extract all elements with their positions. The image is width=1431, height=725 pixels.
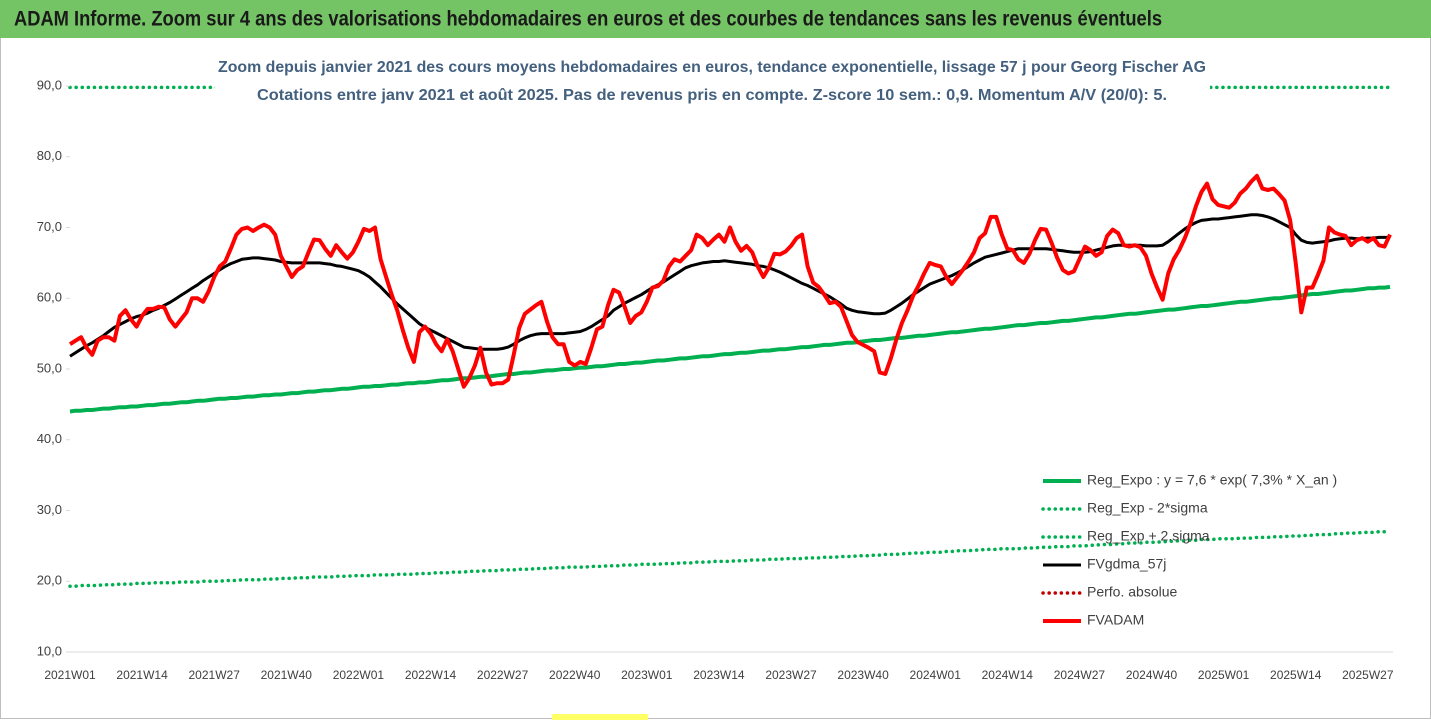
series-line <box>68 529 1392 588</box>
x-tick-label: 2024W27 <box>1054 668 1106 682</box>
legend-label: Perfo. absolue <box>1087 584 1177 600</box>
subtitle-box <box>215 52 1210 110</box>
legend-label: Reg_Exp + 2.sigma <box>1087 528 1210 544</box>
legend-label: FVgdma_57j <box>1087 556 1166 572</box>
legend-label: Reg_Expo : y = 7,6 * exp( 7,3% * X_an ) <box>1087 472 1337 488</box>
x-tick-label: 2022W14 <box>405 668 457 682</box>
x-tick-label: 2025W14 <box>1270 668 1322 682</box>
x-tick-label: 2023W14 <box>693 668 745 682</box>
chart-title: ADAM Informe. Zoom sur 4 ans des valoris… <box>14 8 1162 31</box>
series-line <box>69 213 1390 358</box>
x-tick-label: 2023W01 <box>621 668 673 682</box>
legend-label: Reg_Exp - 2*sigma <box>1087 500 1208 516</box>
y-tick-label: 80,0 <box>37 148 62 163</box>
x-tick-label: 2021W40 <box>261 668 313 682</box>
y-tick-label: 60,0 <box>37 290 62 305</box>
y-tick-label: 30,0 <box>37 502 62 517</box>
x-tick-label: 2022W01 <box>333 668 385 682</box>
x-tick-label: 2023W27 <box>765 668 817 682</box>
subtitle-line: Zoom depuis janvier 2021 des cours moyen… <box>218 59 1206 76</box>
y-tick-label: 40,0 <box>37 431 62 446</box>
x-tick-label: 2024W01 <box>910 668 962 682</box>
y-tick-label: 20,0 <box>37 573 62 588</box>
x-tick-label: 2024W14 <box>982 668 1034 682</box>
y-tick-label: 90,0 <box>37 77 62 92</box>
x-tick-label: 2025W01 <box>1198 668 1250 682</box>
x-tick-label: 2021W14 <box>116 668 168 682</box>
legend-label: FVADAM <box>1087 612 1144 628</box>
x-tick-label: 2021W27 <box>189 668 241 682</box>
y-tick-label: 10,0 <box>37 643 62 658</box>
x-tick-label: 2025W27 <box>1342 668 1394 682</box>
x-tick-label: 2022W27 <box>477 668 529 682</box>
x-tick-label: 2021W01 <box>44 668 96 682</box>
decor-shape <box>552 714 648 720</box>
subtitle-line: Cotations entre janv 2021 et août 2025. … <box>257 87 1167 104</box>
y-tick-label: 70,0 <box>37 219 62 234</box>
x-tick-label: 2023W40 <box>837 668 889 682</box>
x-tick-label: 2024W40 <box>1126 668 1178 682</box>
y-tick-label: 50,0 <box>37 360 62 375</box>
x-tick-label: 2022W40 <box>549 668 601 682</box>
series-line <box>69 284 1391 414</box>
series-line <box>68 173 1392 389</box>
title-banner <box>0 0 1431 38</box>
